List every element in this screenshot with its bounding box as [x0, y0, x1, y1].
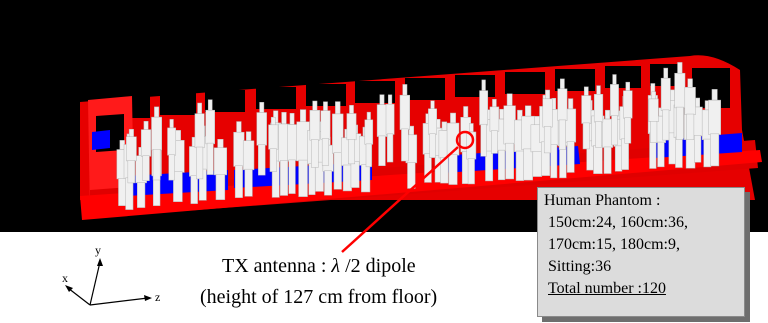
human-phantom: [648, 91, 659, 143]
tx-caption-prefix: TX antenna :: [222, 255, 332, 277]
phantom-legend-title: Human Phantom :: [544, 192, 661, 209]
human-phantom: [674, 62, 686, 140]
tx-pointer-line: [341, 146, 459, 253]
human-phantom: [503, 93, 516, 180]
human-phantom: [610, 74, 619, 146]
phantom-legend-total: Total number :120: [548, 280, 666, 297]
human-phantom: [623, 81, 633, 144]
human-phantom: [557, 78, 568, 150]
human-phantom: [593, 85, 604, 148]
axis-label-z: z: [155, 290, 161, 304]
human-phantom: [256, 102, 267, 176]
human-phantoms: [116, 62, 721, 210]
human-phantom: [581, 86, 592, 150]
human-phantom: [287, 113, 298, 194]
human-phantom: [684, 78, 696, 140]
axis-label-y: y: [95, 243, 101, 257]
human-phantom: [126, 128, 137, 184]
human-phantom: [242, 131, 255, 197]
human-phantom: [332, 101, 344, 190]
phantom-legend-row: 170cm:15, 180cm:9,: [548, 236, 680, 253]
human-phantom: [660, 67, 671, 141]
human-phantom: [385, 94, 395, 163]
tx-antenna-caption: TX antenna : λ /2 dipole: [222, 255, 416, 278]
human-phantom: [194, 102, 205, 180]
human-phantom: [489, 99, 500, 154]
tx-caption-suffix: /2 dipole: [340, 255, 416, 277]
human-phantom: [602, 109, 614, 174]
phantom-legend-row: 150cm:24, 160cm:36,: [548, 214, 688, 231]
human-phantom: [364, 111, 374, 168]
human-phantom: [213, 139, 228, 200]
human-phantom: [140, 121, 152, 181]
human-phantom: [346, 105, 357, 165]
human-phantom: [309, 100, 321, 168]
human-phantom: [708, 89, 721, 167]
human-phantom: [479, 79, 489, 157]
human-phantom: [565, 98, 577, 173]
human-phantom-legend: Human Phantom : 150cm:24, 160cm:36, 170c…: [537, 187, 745, 317]
human-phantom: [376, 94, 388, 166]
human-phantom: [446, 112, 460, 185]
human-phantom: [399, 84, 410, 162]
human-phantom: [542, 89, 553, 154]
human-phantom: [268, 116, 279, 172]
tx-antenna-height: (height of 127 cm from floor): [200, 286, 438, 308]
lambda-symbol: λ: [331, 255, 341, 277]
axis-label-x: x: [62, 271, 68, 285]
human-phantom: [151, 106, 162, 181]
coordinate-axes: [65, 258, 152, 306]
human-phantom: [233, 121, 245, 198]
human-phantom: [428, 100, 437, 158]
human-phantom: [320, 101, 331, 166]
phantom-legend-row: Sitting:36: [548, 258, 612, 275]
human-phantom: [167, 119, 177, 181]
human-phantom: [205, 99, 215, 175]
tx-antenna-marker: [455, 130, 475, 150]
